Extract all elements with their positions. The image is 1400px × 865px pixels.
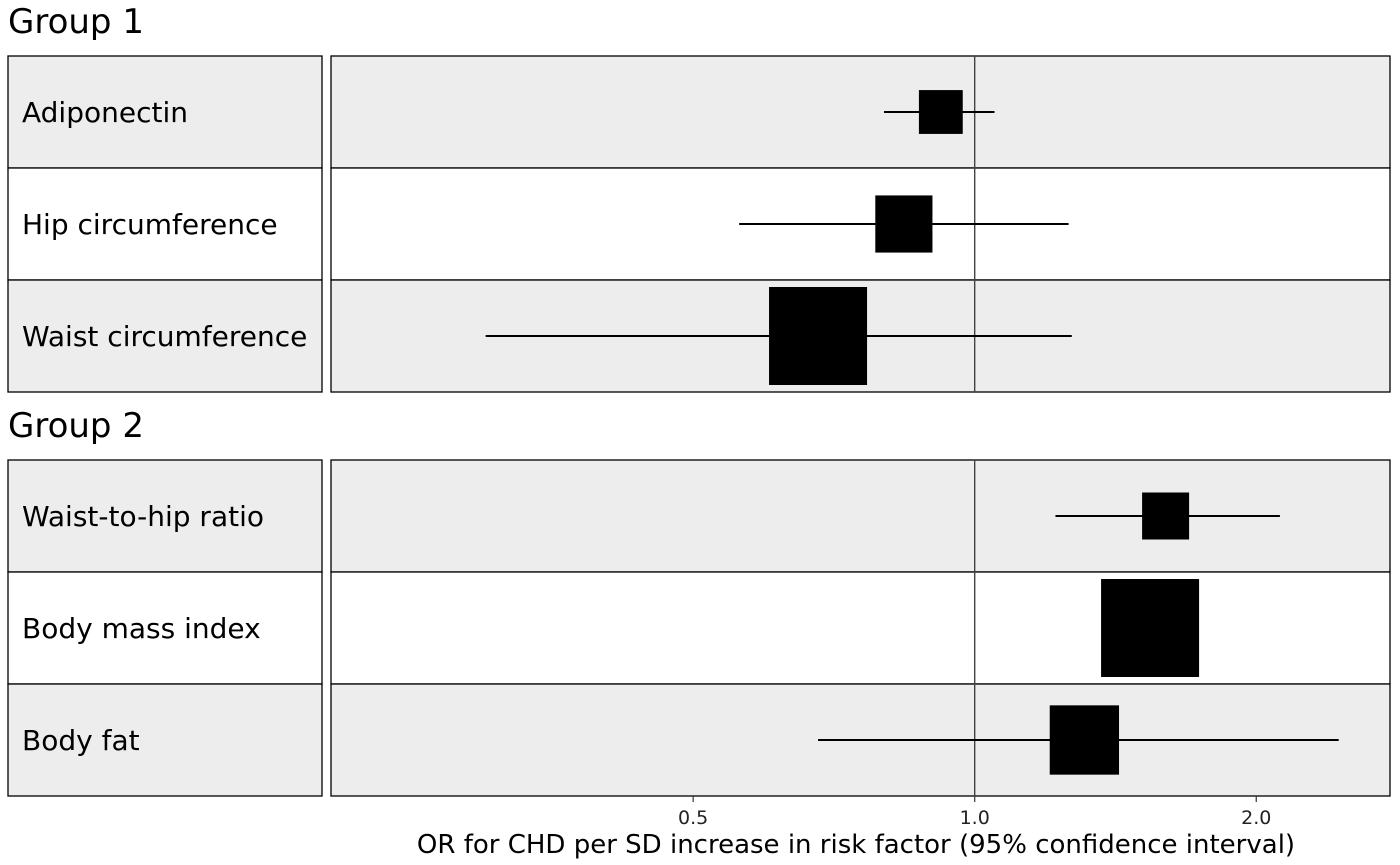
row-label-cell — [7, 571, 323, 685]
group-1: Group 1 Adiponectin Hip circumference Waist… — [7, 2, 1391, 393]
row-label-cell — [7, 167, 323, 281]
group-title: Group 1 — [8, 2, 144, 42]
groups-layer: Group 1 Adiponectin Hip circumference Waist… — [7, 2, 1391, 797]
row-label-cell — [7, 279, 323, 393]
point-estimate — [918, 90, 963, 134]
group-title: Group 2 — [8, 406, 144, 446]
row-label: Adiponectin — [22, 96, 188, 129]
x-tick-label: 0.5 — [678, 807, 708, 829]
point-estimate — [769, 287, 868, 385]
x-tick-label: 2.0 — [1241, 807, 1271, 829]
x-axis: 0.5 1.0 2.0 — [678, 796, 1271, 829]
row-plot-cell — [330, 55, 1391, 169]
point-estimate — [1049, 705, 1120, 775]
row-label: Body fat — [22, 724, 140, 757]
row-plot-cell — [330, 571, 1391, 685]
row-label-cell — [7, 459, 323, 573]
row-label-cell — [7, 55, 323, 169]
row-label: Hip circumference — [22, 208, 278, 241]
group-2: Group 2 Waist-to-hip ratio Body mass index… — [7, 406, 1391, 797]
x-axis-title: OR for CHD per SD increase in risk facto… — [417, 830, 1295, 860]
point-estimate — [875, 195, 933, 253]
row-label: Waist-to-hip ratio — [22, 500, 264, 533]
x-tick-label: 1.0 — [960, 807, 990, 829]
point-estimate — [1101, 579, 1200, 677]
row-label-cell — [7, 683, 323, 797]
point-estimate — [1142, 492, 1190, 540]
row-label: Body mass index — [22, 612, 261, 645]
row-label: Waist circumference — [22, 320, 307, 353]
